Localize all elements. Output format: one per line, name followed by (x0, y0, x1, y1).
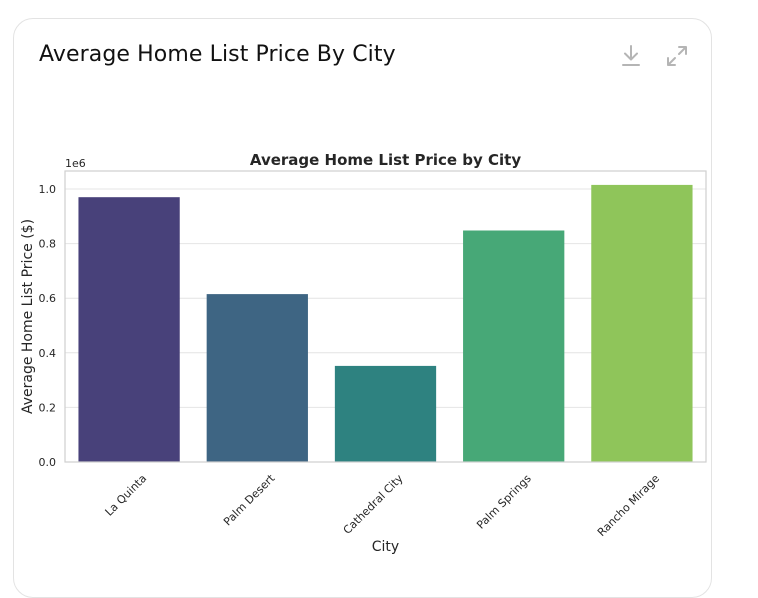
chart-title: Average Home List Price by City (250, 151, 521, 169)
download-icon (622, 45, 640, 66)
expand-icon (667, 46, 687, 66)
x-tick-label: Palm Springs (474, 472, 534, 532)
y-tick-label: 0.2 (39, 401, 57, 414)
x-axis-label: City (372, 539, 399, 555)
y-offset-label: 1e6 (65, 157, 86, 170)
download-button[interactable] (618, 43, 644, 69)
plot-frame (64, 170, 707, 463)
y-tick-label: 0.4 (39, 347, 57, 360)
y-axis-label: Average Home List Price ($) (20, 219, 36, 414)
x-tick-label: Rancho Mirage (595, 472, 662, 539)
x-tick-label: Palm Desert (221, 471, 278, 528)
y-tick-label: 0.6 (39, 292, 57, 305)
x-tick-label: Cathedral City (341, 472, 406, 537)
bar-chart: 0.0 0.2 0.4 0.6 0.8 1.0 1e6 La Quinta Palm Deser… (20, 151, 707, 555)
x-tick-label: La Quinta (102, 472, 149, 519)
bar (78, 197, 180, 462)
y-tick-label: 0.0 (39, 456, 57, 469)
fullscreen-button[interactable] (664, 43, 690, 69)
y-tick-label: 0.8 (39, 238, 57, 251)
card-title: Average Home List Price By City (39, 42, 396, 67)
bar (206, 294, 308, 462)
bar (463, 230, 565, 462)
bar (591, 184, 693, 462)
bar (334, 365, 437, 462)
y-tick-label: 1.0 (39, 183, 57, 196)
